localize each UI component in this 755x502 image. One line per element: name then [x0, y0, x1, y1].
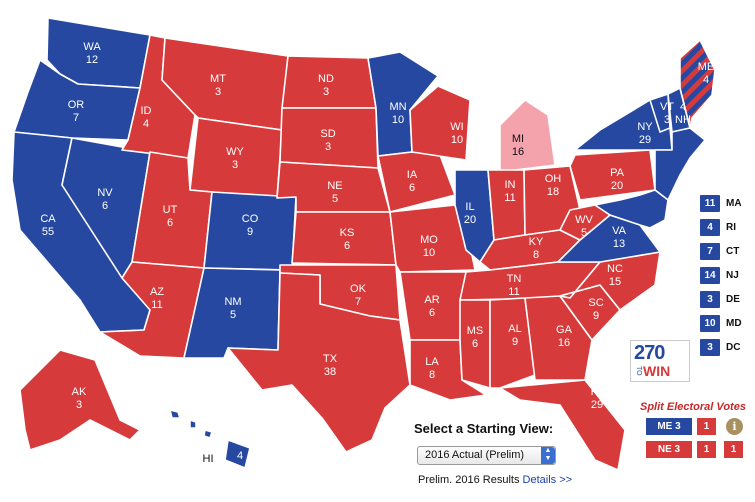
svg-text:LA8: LA 8: [425, 356, 439, 381]
state-VT[interactable]: [649, 93, 671, 133]
small-state-votes[interactable]: 10: [700, 315, 720, 332]
state-ME[interactable]: [679, 39, 716, 129]
me-statewide-button[interactable]: ME 3: [646, 418, 692, 435]
state-MS[interactable]: [459, 299, 491, 389]
small-state-votes[interactable]: 4: [700, 219, 720, 236]
small-state-votes[interactable]: 7: [700, 243, 720, 260]
small-state-votes[interactable]: 11: [700, 195, 720, 212]
logo-win: WIN: [643, 363, 671, 379]
svg-text:AR6: AR 6: [424, 294, 439, 319]
small-state-label: MD: [726, 318, 742, 329]
svg-text:IA6: IA 6: [407, 169, 418, 194]
state-midatlantic-small[interactable]: [594, 189, 669, 229]
state-HI[interactable]: [169, 409, 251, 469]
ne-district-1-button[interactable]: 1: [697, 441, 716, 458]
small-state-label: CT: [726, 246, 740, 257]
state-AL[interactable]: [489, 297, 536, 389]
select-arrows-icon: ▲ ▼: [541, 447, 555, 464]
state-WI[interactable]: [409, 85, 471, 161]
state-WV[interactable]: [559, 204, 611, 241]
svg-text:AK3: AK 3: [72, 386, 87, 411]
svg-text:UT6: UT 6: [163, 204, 178, 229]
logo-to: TO: [635, 366, 642, 376]
prelim-text: Prelim. 2016 Results: [418, 474, 523, 486]
state-AK[interactable]: [19, 349, 141, 451]
svg-text:AL9: AL 9: [508, 323, 521, 348]
svg-text:CO9: CO 9: [242, 213, 259, 238]
svg-text:ID4: ID 4: [141, 105, 152, 130]
info-icon[interactable]: i: [726, 418, 743, 435]
starting-view-value: 2016 Actual (Prelim): [425, 449, 525, 461]
small-state-label: NJ: [726, 270, 739, 281]
state-FL[interactable]: [499, 379, 626, 471]
split-votes-title: Split Electoral Votes: [640, 401, 746, 413]
small-state-label: DE: [726, 294, 740, 305]
svg-text:OK7: OK 7: [350, 283, 367, 308]
state-PA[interactable]: [569, 149, 656, 201]
svg-text:WY3: WY 3: [226, 146, 244, 171]
state-MI[interactable]: [499, 99, 556, 173]
svg-text:VT3: VT 3: [660, 101, 674, 126]
svg-text:SD3: SD 3: [320, 128, 335, 153]
small-state-votes[interactable]: 3: [700, 339, 720, 356]
svg-text:4NH: 4 NH: [675, 101, 691, 126]
svg-text:NV6: NV 6: [97, 187, 113, 212]
svg-text:NM5: NM 5: [224, 296, 241, 321]
svg-text:MT3: MT 3: [210, 73, 226, 98]
small-state-label: RI: [726, 222, 736, 233]
svg-text:ME4: ME 4: [698, 61, 715, 86]
ne-statewide-button[interactable]: NE 3: [646, 441, 692, 458]
svg-text:WV5: WV 5: [575, 214, 593, 239]
state-AR[interactable]: [399, 271, 467, 341]
prelim-results: Prelim. 2016 Results Details >>: [418, 474, 572, 486]
starting-view-select[interactable]: 2016 Actual (Prelim) ▲ ▼: [417, 446, 556, 465]
svg-text:HI: HI: [203, 453, 214, 465]
svg-text:ND3: ND 3: [318, 73, 334, 98]
small-state-votes[interactable]: 14: [700, 267, 720, 284]
small-state-label: MA: [726, 198, 742, 209]
svg-text:KY8: KY 8: [529, 236, 544, 261]
svg-text:KS6: KS 6: [340, 227, 355, 252]
state-TX[interactable]: [227, 272, 411, 453]
state-IA[interactable]: [377, 151, 456, 213]
svg-text:SC9: SC 9: [588, 297, 603, 322]
svg-text:4: 4: [237, 450, 243, 462]
me-district-1-button[interactable]: 1: [697, 418, 716, 435]
starting-view-title: Select a Starting View:: [414, 421, 554, 436]
270towin-logo[interactable]: 270 TO WIN: [630, 340, 690, 382]
details-link[interactable]: Details >>: [522, 474, 573, 486]
svg-text:OR7: OR 7: [68, 99, 85, 124]
logo-number: 270: [634, 342, 665, 364]
state-WY[interactable]: [189, 117, 283, 199]
small-state-votes[interactable]: 3: [700, 291, 720, 308]
small-state-label: DC: [726, 342, 741, 353]
ne-district-2-button[interactable]: 1: [724, 441, 743, 458]
svg-text:MS6: MS 6: [467, 325, 484, 350]
svg-text:NE5: NE 5: [327, 180, 342, 205]
state-labels: WA 12 OR 7 CA 55 NV 6 ID 4 MT 3 WY 3 UT 6 AZ 11 C…: [40, 41, 714, 465]
